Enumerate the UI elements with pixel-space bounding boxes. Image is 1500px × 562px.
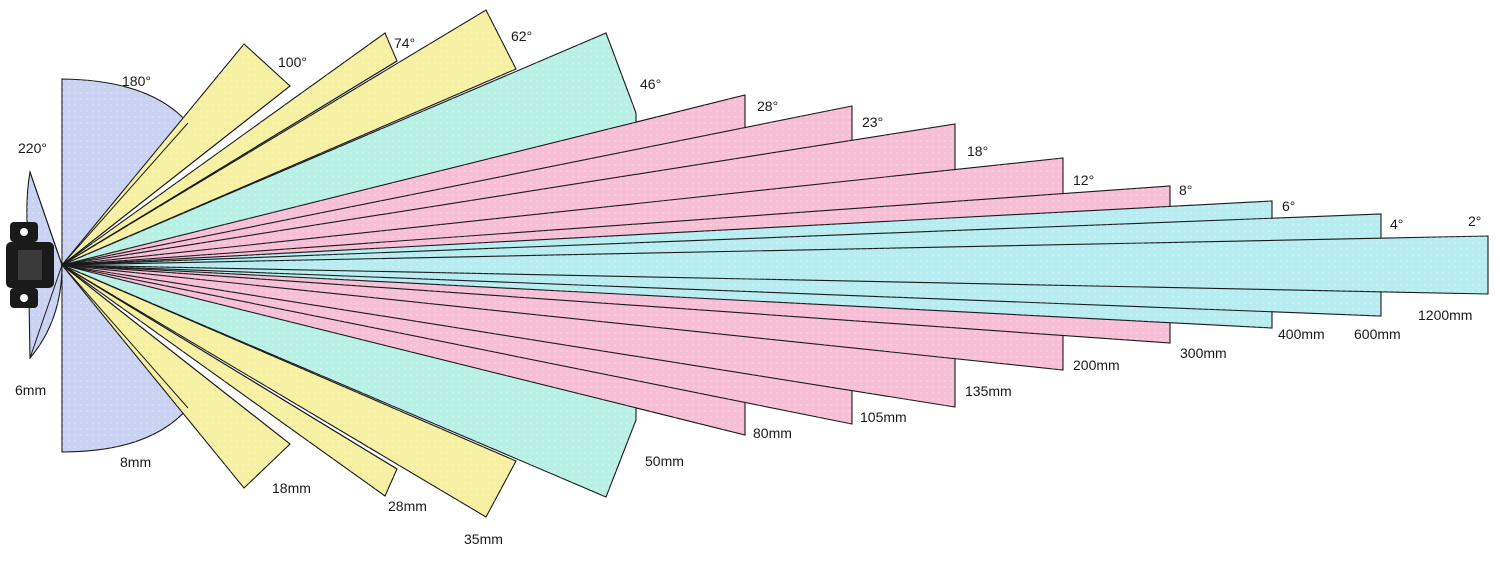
angle-label-105mm: 23° (862, 114, 883, 130)
focal-label-35mm: 35mm (464, 531, 503, 547)
field-of-view-wedges (26, 9, 1489, 518)
angle-label-200mm: 12° (1073, 172, 1094, 188)
angle-label-6mm: 220° (18, 140, 47, 156)
focal-label-200mm: 200mm (1073, 357, 1120, 373)
angle-label-35mm: 62° (511, 28, 532, 44)
wedge-8mm-texture (62, 79, 188, 452)
wedge-1200mm-texture (62, 236, 1488, 294)
angle-label-28mm: 74° (394, 35, 415, 51)
focal-label-105mm: 105mm (860, 409, 907, 425)
angle-label-400mm: 6° (1282, 198, 1295, 214)
focal-label-135mm: 135mm (965, 383, 1012, 399)
angle-labels: 220° 180° 100° 74° 62° 46° 28° 23° 18° 1… (18, 28, 1481, 232)
focal-label-50mm: 50mm (645, 453, 684, 469)
focal-label-1200mm: 1200mm (1418, 307, 1472, 323)
angle-label-300mm: 8° (1179, 182, 1192, 198)
wedge-18mm-texture (62, 44, 290, 488)
angle-label-18mm: 100° (278, 54, 307, 70)
focal-label-6mm: 6mm (15, 382, 46, 398)
focal-label-28mm: 28mm (388, 498, 427, 514)
angle-label-50mm: 46° (640, 76, 661, 92)
angle-label-600mm: 4° (1390, 216, 1403, 232)
angle-label-1200mm: 2° (1468, 213, 1481, 229)
focal-label-400mm: 400mm (1278, 326, 1325, 342)
focal-label-80mm: 80mm (753, 425, 792, 441)
focal-label-18mm: 18mm (272, 480, 311, 496)
angle-label-8mm: 180° (122, 73, 151, 89)
fan-rays (29, 60, 398, 470)
focal-label-600mm: 600mm (1354, 326, 1401, 342)
focal-length-labels: 6mm 8mm 18mm 28mm 35mm 50mm 80mm 105mm 1… (15, 307, 1472, 547)
wedge-35mm-texture (62, 10, 516, 517)
angle-label-80mm: 28° (757, 98, 778, 114)
camera-icon (6, 222, 54, 308)
wedge-28mm-texture (62, 33, 397, 496)
focal-label-8mm: 8mm (120, 454, 151, 470)
focal-label-300mm: 300mm (1180, 345, 1227, 361)
angle-label-135mm: 18° (967, 143, 988, 159)
